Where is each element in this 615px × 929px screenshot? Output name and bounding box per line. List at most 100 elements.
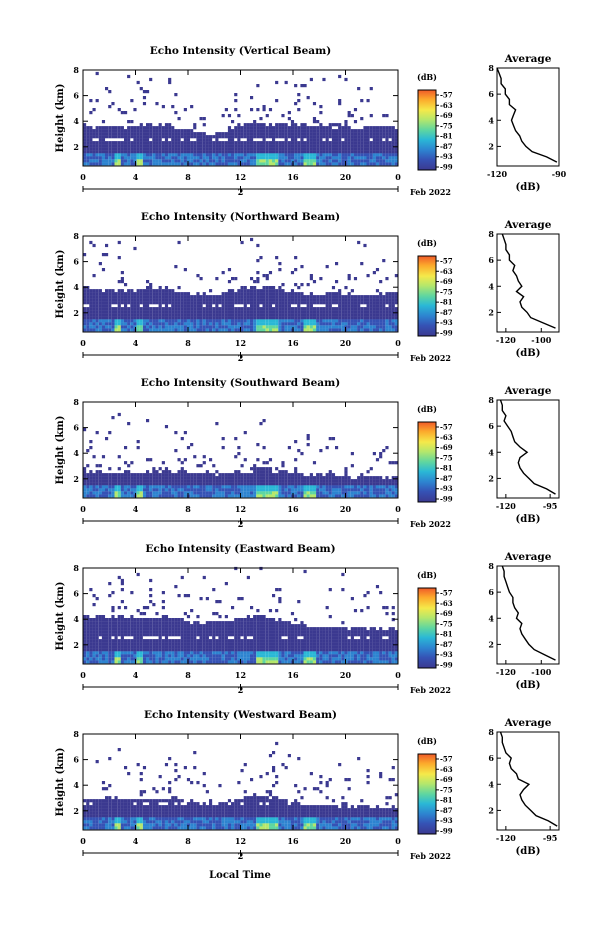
heatmap-cell — [186, 479, 191, 483]
heatmap-cell — [322, 322, 326, 326]
heatmap-cell — [256, 491, 260, 495]
heatmap-cell — [224, 144, 228, 148]
heatmap-cell — [127, 295, 131, 299]
heatmap-cell — [347, 147, 351, 151]
heatmap-cell — [108, 627, 112, 631]
heatmap-cell — [190, 304, 194, 308]
heatmap-cell — [231, 479, 235, 483]
heatmap-cell — [319, 301, 323, 305]
heatmap-cell — [250, 482, 254, 486]
heatmap-cell — [183, 485, 187, 489]
heatmap-cell — [287, 295, 291, 299]
average-y-tick-label: 8 — [488, 63, 494, 73]
heatmap-cell — [281, 657, 285, 661]
heatmap-cell — [240, 310, 244, 314]
heatmap-cell — [287, 657, 291, 661]
heatmap-cell — [268, 289, 273, 293]
heatmap-cell — [369, 141, 373, 145]
heatmap-cell — [177, 144, 181, 148]
heatmap-cell — [186, 627, 191, 631]
heatmap-cell — [152, 310, 156, 314]
heatmap-cell — [142, 316, 147, 320]
heatmap-cell — [256, 618, 260, 622]
heatmap-cell — [297, 627, 301, 631]
heatmap-cell — [92, 633, 96, 637]
heatmap-cell — [338, 485, 342, 489]
heatmap-cell — [183, 162, 187, 166]
heatmap-cell — [246, 147, 250, 151]
heatmap-cell — [139, 618, 143, 622]
heatmap-cell — [212, 660, 216, 664]
heatmap-cell — [202, 150, 206, 154]
heatmap-cell — [281, 123, 285, 127]
heatmap-cell — [193, 479, 197, 483]
heatmap-cell — [111, 313, 115, 317]
heatmap-cell — [357, 147, 361, 151]
heatmap-cell — [325, 319, 329, 323]
heatmap-cell — [347, 141, 351, 145]
heatmap-cell — [152, 126, 156, 130]
heatmap-cell — [331, 138, 336, 142]
heatmap-cell — [325, 159, 329, 163]
heatmap-cell — [391, 491, 395, 495]
heatmap-cell — [391, 485, 395, 489]
heatmap-cell — [262, 153, 266, 157]
heatmap-cell — [89, 307, 93, 311]
heatmap-cell — [199, 464, 203, 468]
y-tick-label: 6 — [73, 257, 79, 267]
heatmap-cell — [108, 298, 112, 302]
heatmap-cell — [227, 482, 232, 486]
heatmap-cell — [250, 657, 254, 661]
heatmap-cell — [284, 319, 288, 323]
heatmap-cell — [205, 657, 209, 661]
heatmap-cell — [196, 135, 200, 139]
heatmap-cell — [297, 150, 301, 154]
heatmap-cell — [212, 328, 216, 332]
heatmap-cell — [101, 120, 106, 124]
heatmap-cell — [309, 156, 313, 160]
heatmap-cell — [312, 491, 317, 495]
heatmap-cell — [382, 328, 386, 332]
heatmap-cell — [158, 494, 162, 498]
heatmap-cell — [171, 310, 175, 314]
heatmap-cell — [224, 627, 228, 631]
heatmap-cell — [114, 645, 118, 649]
heatmap-cell — [262, 488, 266, 492]
heatmap-cell — [278, 588, 282, 592]
heatmap-cell — [275, 153, 279, 157]
heatmap-cell — [146, 491, 150, 495]
heatmap-cell — [341, 488, 345, 492]
heatmap-cell — [130, 141, 134, 145]
heatmap-cell — [136, 301, 140, 305]
heatmap-cell — [391, 328, 395, 332]
heatmap-cell — [86, 310, 90, 314]
heatmap-cell — [161, 633, 165, 637]
heatmap-cell — [250, 479, 254, 483]
heatmap-cell — [95, 150, 99, 154]
heatmap-cell — [309, 636, 313, 640]
heatmap-cell — [83, 485, 87, 489]
heatmap-cell — [287, 298, 291, 302]
heatmap-cell — [268, 310, 273, 314]
heatmap-cell — [136, 147, 140, 151]
heatmap-cell — [142, 129, 147, 133]
heatmap-cell — [174, 431, 178, 435]
heatmap-cell — [146, 156, 150, 160]
heatmap-cell — [105, 325, 109, 329]
heatmap-cell — [168, 648, 172, 652]
heatmap-cell — [240, 132, 244, 136]
heatmap-cell — [98, 150, 102, 154]
heatmap-cell — [120, 482, 124, 486]
heatmap-cell — [186, 648, 191, 652]
heatmap-cell — [227, 313, 232, 317]
heatmap-cell — [183, 645, 187, 649]
heatmap-cell — [111, 473, 115, 477]
heatmap-cell — [101, 618, 106, 622]
heatmap-cell — [89, 132, 93, 136]
heatmap-cell — [379, 307, 383, 311]
heatmap-cell — [92, 660, 96, 664]
heatmap-cell — [117, 310, 121, 314]
heatmap-cell — [152, 476, 156, 480]
heatmap-cell — [130, 491, 134, 495]
heatmap-cell — [347, 485, 351, 489]
